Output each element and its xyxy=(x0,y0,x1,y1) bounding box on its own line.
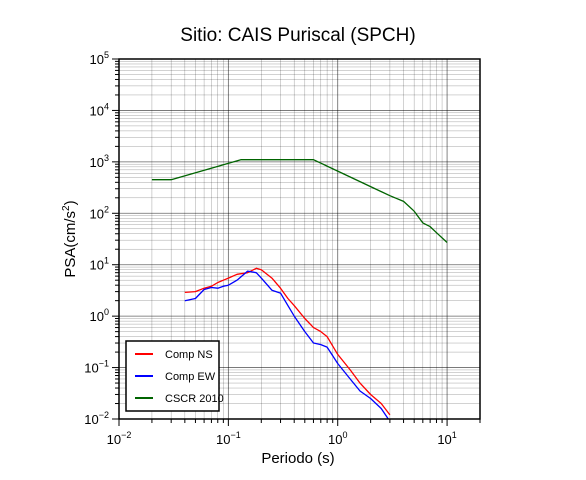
y-tick-label: 101 xyxy=(90,256,109,273)
y-axis-label-main: PSA(cm/s xyxy=(62,211,79,278)
legend-label-cscr-2010: CSCR 2010 xyxy=(165,393,224,405)
series-line-comp-ns xyxy=(184,267,391,416)
y-axis-label-tail: ) xyxy=(62,200,79,205)
y-tick-label: 10−1 xyxy=(84,359,109,376)
legend-label-comp-ew: Comp EW xyxy=(165,371,216,383)
y-tick-label: 105 xyxy=(90,50,109,67)
legend: Comp NS Comp EW CSCR 2010 xyxy=(125,340,224,412)
grid xyxy=(118,58,481,420)
y-tick-label: 100 xyxy=(90,307,109,324)
series-line-cscr-2010 xyxy=(151,159,448,243)
axis-ticks: 10−2 10−1 100 101 10−2 10−1 100 101 102 103 104 105 xyxy=(84,50,481,447)
series-lines xyxy=(151,159,448,419)
y-tick-label: 104 xyxy=(90,101,109,118)
x-tick-label: 100 xyxy=(328,430,347,447)
x-tick-label: 10−1 xyxy=(216,430,241,447)
y-tick-label: 103 xyxy=(90,153,109,170)
plot-frame xyxy=(118,58,481,420)
series-line-comp-ew xyxy=(184,270,389,419)
legend-label-comp-ns: Comp NS xyxy=(165,349,213,361)
y-axis-label-superscript: 2 xyxy=(61,205,72,211)
x-tick-label: 10−2 xyxy=(107,430,132,447)
y-tick-label: 10−2 xyxy=(84,410,109,427)
y-tick-label: 102 xyxy=(90,204,109,221)
legend-items: Comp NS Comp EW CSCR 2010 xyxy=(135,349,224,405)
y-axis-label: PSA(cm/s2) xyxy=(61,200,79,277)
x-tick-label: 101 xyxy=(437,430,456,447)
chart-title: Sitio: CAIS Puriscal (SPCH) xyxy=(180,25,415,46)
x-axis-label: Periodo (s) xyxy=(261,450,334,467)
